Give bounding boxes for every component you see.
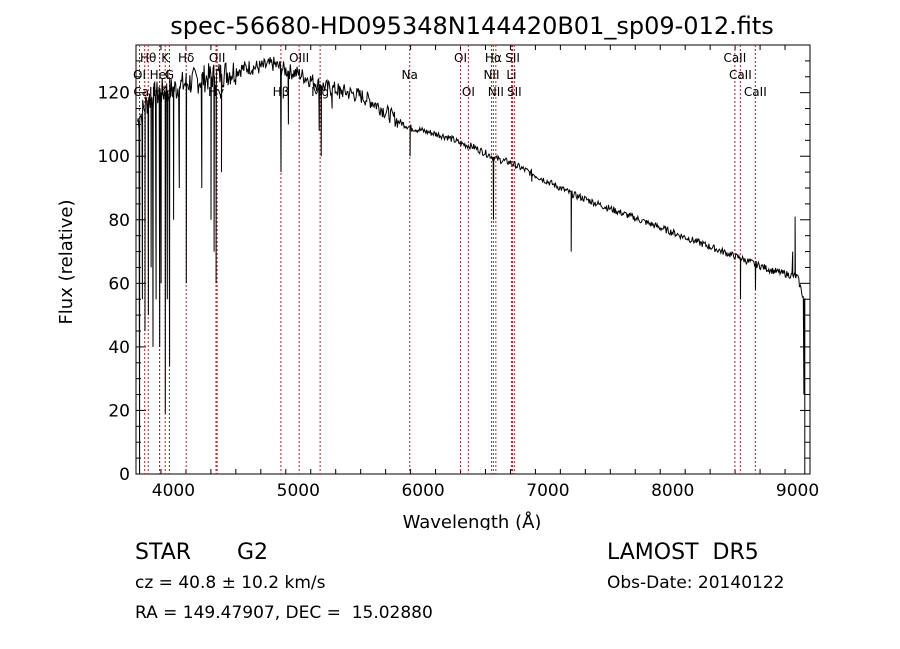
spectrum-line — [137, 56, 806, 475]
line-label: OII — [209, 51, 226, 65]
line-label: SII — [507, 85, 522, 99]
x-tick-label: 6000 — [401, 481, 444, 501]
y-tick-label: 60 — [108, 274, 130, 294]
plot-frame — [135, 44, 811, 475]
line-label: CaII — [744, 85, 767, 99]
y-axis-label: Flux (relative) — [56, 199, 77, 324]
line-label: Hβ — [273, 85, 290, 99]
plot-axes: 4000 5000 6000 7000 8000 9000 0 20 40 60 80 100 120 — [98, 44, 819, 501]
line-label: OI — [462, 85, 475, 99]
line-label: Mg — [311, 85, 329, 99]
line-label: OIII — [289, 51, 309, 65]
redshift-readout: cz = 40.8 ± 10.2 km/s — [135, 573, 326, 593]
line-label: Hα — [485, 51, 502, 65]
y-tick-label: 80 — [108, 211, 130, 231]
y-tick-label: 0 — [119, 465, 130, 485]
line-label: K — [161, 51, 170, 65]
chart-title: spec-56680-HD095348N144420B01_sp09-012.f… — [170, 12, 774, 40]
line-label: H — [165, 85, 174, 99]
line-label: G — [165, 68, 174, 82]
y-tick-label: 40 — [108, 338, 130, 358]
y-tick-label: 100 — [98, 147, 130, 167]
coordinates: RA = 149.47907, DEC = 15.02880 — [135, 603, 433, 623]
line-label: CaII — [723, 51, 746, 65]
survey-name: LAMOST DR5 — [607, 540, 759, 565]
x-tick-label: 7000 — [526, 481, 569, 501]
line-label: Na — [402, 68, 418, 82]
y-tick-label: 120 — [98, 84, 130, 104]
spectrum-chart: spec-56680-HD095348N144420B01_sp09-012.f… — [56, 12, 819, 530]
line-label: Li — [506, 68, 516, 82]
line-label: HeI — [150, 68, 170, 82]
observation-date: Obs-Date: 20140122 — [607, 573, 785, 593]
object-subclass: G2 — [237, 540, 269, 565]
line-label: SII — [505, 51, 520, 65]
spectral-line-markers — [138, 45, 756, 474]
line-label: Hγ — [208, 85, 224, 99]
x-axis-label: Wavelength (Å) — [403, 511, 542, 530]
line-label: NII — [483, 68, 499, 82]
object-type: STAR — [135, 540, 192, 565]
line-label: OI — [454, 51, 467, 65]
line-label: NII — [488, 85, 504, 99]
x-tick-label: 9000 — [776, 481, 819, 501]
line-label: OI — [133, 68, 146, 82]
line-label: Hζ — [152, 85, 168, 99]
y-tick-label: 20 — [108, 401, 130, 421]
x-tick-label: 4000 — [152, 481, 195, 501]
x-tick-label: 5000 — [277, 481, 320, 501]
x-tick-label: 8000 — [651, 481, 694, 501]
line-label: CaII — [133, 85, 156, 99]
line-label: CaII — [729, 68, 752, 82]
line-label: Hθ — [140, 51, 156, 65]
line-label: Hδ — [178, 51, 194, 65]
